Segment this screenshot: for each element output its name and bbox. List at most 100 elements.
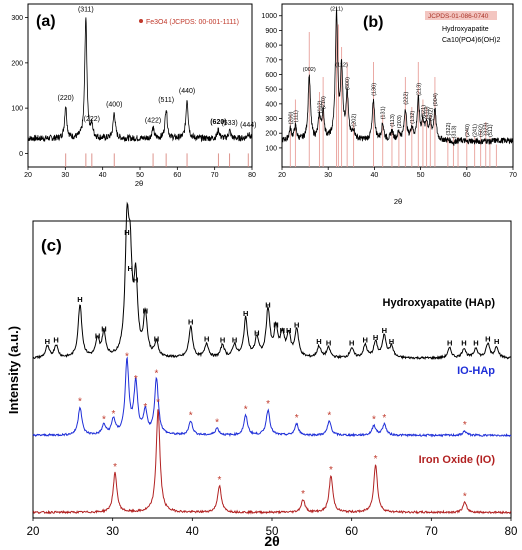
peak-marker: * (301, 489, 305, 500)
peak-label: (440) (179, 88, 195, 95)
panel-a-xlabel: 2θ (135, 179, 143, 188)
peak-label: (111) (293, 110, 299, 122)
peak-label: (400) (106, 102, 122, 109)
x-tick-label: 50 (266, 526, 279, 538)
peak-marker: * (156, 398, 160, 409)
peak-marker: * (463, 492, 467, 503)
x-tick-label: 30 (324, 172, 332, 179)
panel-b-xlabel: 2θ (394, 197, 402, 206)
y-tick-label: 500 (265, 87, 277, 94)
peak-marker: * (295, 413, 299, 424)
peak-label: (200) (288, 111, 294, 124)
peak-marker: * (372, 415, 376, 426)
panel-b-label: (b) (363, 14, 383, 31)
peak-label: (222) (84, 116, 100, 123)
panel-a: (220) (311) (222) (400) (422) (511) (440) (620)… (11, 3, 257, 188)
x-tick-label: 20 (278, 172, 286, 179)
panel-a-frame (27, 3, 253, 168)
peak-marker: H (188, 317, 193, 326)
peak-marker: H (254, 329, 259, 338)
panel-b-trace (281, 7, 514, 146)
series-label-io-hap: IO-HAp (457, 365, 495, 377)
y-tick-label: 900 (265, 28, 277, 35)
peak-marker: H (280, 326, 285, 335)
peak-label: (313) (451, 125, 457, 138)
peak-marker: H (294, 320, 299, 329)
peak-marker: H (154, 334, 159, 343)
peak-label: (002) (303, 67, 316, 73)
series-label-hap: Hydroxyapatite (HAp) (383, 297, 496, 309)
peak-label: (323) (484, 122, 490, 135)
peak-label: (300) (345, 77, 351, 90)
panel-b-legend-subtitle: Hydroxyapatite (442, 26, 489, 33)
x-tick-label: 20 (27, 526, 40, 538)
peak-label: (203) (397, 115, 403, 128)
peak-marker: H (143, 306, 148, 315)
panel-b: (200) (111) (002) (102)(210) (211) (112) (300)… (261, 3, 517, 206)
peak-marker: H (53, 336, 58, 345)
x-tick-label: 70 (211, 172, 219, 179)
peak-marker: H (473, 338, 478, 347)
peak-label: (222) (403, 92, 409, 105)
panel-c-frame (32, 220, 512, 519)
panel-b-legend-box (425, 11, 497, 20)
panel-c-traces (32, 201, 512, 515)
peak-label: (202) (352, 114, 358, 127)
peak-marker: * (155, 368, 159, 379)
peak-marker: * (463, 420, 467, 431)
panel-a-legend-marker (139, 19, 143, 23)
x-tick-label: 80 (505, 526, 518, 538)
peak-marker: H (127, 264, 132, 273)
series-trace (32, 409, 512, 515)
panel-b-frame (281, 3, 514, 168)
panel-a-trace (27, 17, 253, 143)
peak-label: (004) (433, 93, 439, 106)
peak-label: (322) (446, 122, 452, 135)
panel-a-peak-labels: (220) (311) (222) (400) (422) (511) (440) (620)… (58, 7, 257, 129)
panel-a-legend: Fe3O4 (JCPDS: 00-001-1111) (146, 19, 239, 26)
peak-label: (211) (330, 7, 343, 13)
y-tick-label: 0 (19, 151, 23, 158)
peak-marker: * (244, 405, 248, 416)
peak-label: (533) (221, 120, 237, 127)
peak-label: (444) (240, 122, 256, 129)
y-tick-label: 100 (265, 145, 277, 152)
panel-a-ticks: 20 30 40 50 60 70 80 0 100 200 300 (11, 15, 256, 179)
peak-label: (311) (78, 7, 94, 14)
peak-marker: H (326, 338, 331, 347)
peak-marker: * (143, 402, 147, 413)
peak-marker: H (373, 333, 378, 342)
x-tick-label: 60 (173, 172, 181, 179)
peak-marker: H (133, 275, 138, 284)
peak-marker: H (447, 338, 452, 347)
series-label-io: Iron Oxide (IO) (419, 454, 496, 466)
peak-label: (620) (210, 119, 226, 126)
peak-marker: H (485, 334, 490, 343)
x-tick-label: 40 (186, 526, 199, 538)
peak-label: (321) (421, 105, 427, 118)
peak-marker: H (232, 336, 237, 345)
peak-label: (131) (381, 106, 387, 119)
panel-b-peak-labels: (200) (111) (002) (102)(210) (211) (112) (300)… (288, 7, 494, 139)
x-tick-label: 40 (371, 172, 379, 179)
peak-label: (112) (335, 63, 348, 69)
peak-marker: * (113, 462, 117, 473)
panel-b-reference-lines (289, 17, 497, 167)
x-tick-label: 50 (136, 172, 144, 179)
x-tick-label: 70 (509, 172, 517, 179)
peak-marker: H (273, 320, 278, 329)
peak-label: (113) (390, 114, 396, 127)
peak-marker: * (266, 399, 270, 410)
peak-marker: H (362, 336, 367, 345)
peak-label: (511) (158, 97, 174, 104)
peak-marker: H (101, 324, 106, 333)
x-tick-label: 70 (425, 526, 438, 538)
peak-label: (502) (479, 124, 485, 137)
peak-marker: H (286, 326, 291, 335)
panel-b-ticks: 20 30 40 50 60 70 100 200 300 400 500 600 700 800 900 1… (261, 13, 517, 179)
panel-a-label: (a) (36, 13, 56, 30)
panel-b-legend-formula: Ca10(PO4)6(OH)2 (442, 37, 500, 44)
peak-label: (240) (465, 124, 471, 137)
